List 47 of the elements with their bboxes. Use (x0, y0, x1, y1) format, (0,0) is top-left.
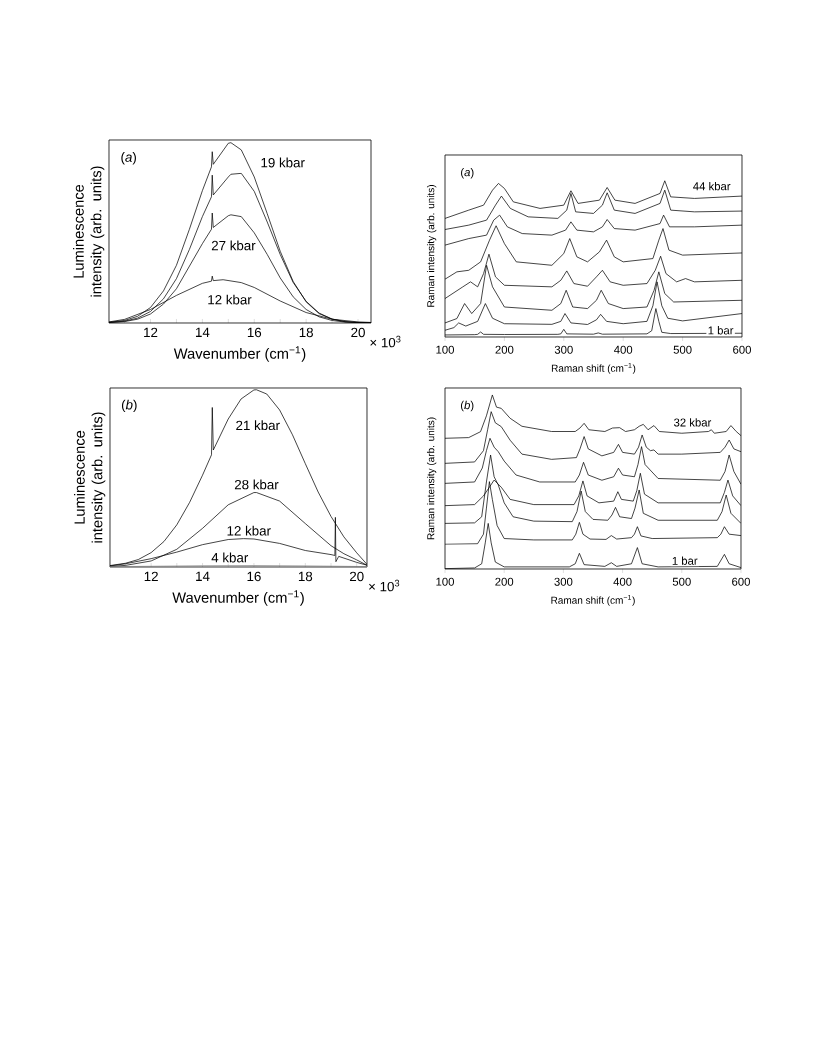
annotation: (a) (121, 152, 136, 165)
y-axis-title: Luminescence intensity (arb. units) (73, 166, 105, 297)
x-tick-label: 20 (351, 327, 365, 338)
x-tick-label: 18 (298, 571, 313, 582)
series-label: 1 bar (672, 556, 698, 565)
x-tick-label: 12 (144, 327, 158, 338)
x-tick-label: 400 (613, 345, 633, 354)
x-tick-label: 16 (247, 327, 262, 338)
x-tick-label: 400 (613, 577, 632, 586)
x-tick-label: 100 (436, 345, 454, 354)
x-tick-label: 14 (195, 327, 210, 337)
text: × 10$^{3}$ (369, 579, 400, 592)
x-tick-label: 600 (733, 345, 751, 354)
series-label: 32 kbar (673, 418, 712, 427)
x-tick-label: 16 (247, 571, 261, 582)
series-label: 1 bar (708, 326, 734, 335)
series-label: 28 kbar (234, 479, 279, 490)
x-tick-label: 300 (554, 577, 573, 586)
text: × 10$^{3}$ (370, 335, 401, 348)
x-axis-title: Raman shift (cm$^{−1}$) (551, 362, 636, 374)
y-axis-title: Raman intensity (arb. units) (426, 417, 437, 540)
annotation: (b) (460, 400, 474, 412)
y-axis-title: Luminescence intensity (arb. units) (74, 412, 106, 543)
series-label: 12 kbar (208, 294, 252, 305)
series-label: 27 kbar (211, 240, 256, 251)
series-label: 12 kbar (227, 525, 271, 536)
x-axis-title: Wavenumber (cm$^{−1}$) (172, 590, 304, 606)
x-tick-label: 300 (554, 345, 573, 354)
legend-label: 4 kbar (211, 552, 249, 563)
series-label: 19 kbar (261, 157, 305, 168)
x-axis-title: Raman shift (cm$^{−1}$) (551, 594, 635, 606)
x-tick-label: 500 (673, 345, 692, 354)
series-label: 21 kbar (236, 420, 280, 431)
x-tick-label: 600 (732, 577, 750, 586)
x-tick-label: 200 (495, 577, 514, 586)
x-tick-label: 500 (672, 577, 691, 586)
x-tick-label: 100 (436, 577, 454, 586)
series-label: 44 kbar (693, 181, 731, 191)
x-axis-title: Wavenumber (cm$^{−1}$) (173, 346, 306, 362)
x-tick-label: 14 (196, 571, 210, 581)
y-axis-title: Raman intensity (arb. units) (426, 185, 437, 307)
text: (a) (461, 167, 474, 179)
annotation: (b) (121, 399, 137, 413)
x-tick-label: 20 (349, 571, 364, 582)
x-tick-label: 18 (299, 327, 313, 338)
x-tick-label: 200 (495, 345, 514, 354)
x-tick-label: 12 (144, 571, 158, 582)
